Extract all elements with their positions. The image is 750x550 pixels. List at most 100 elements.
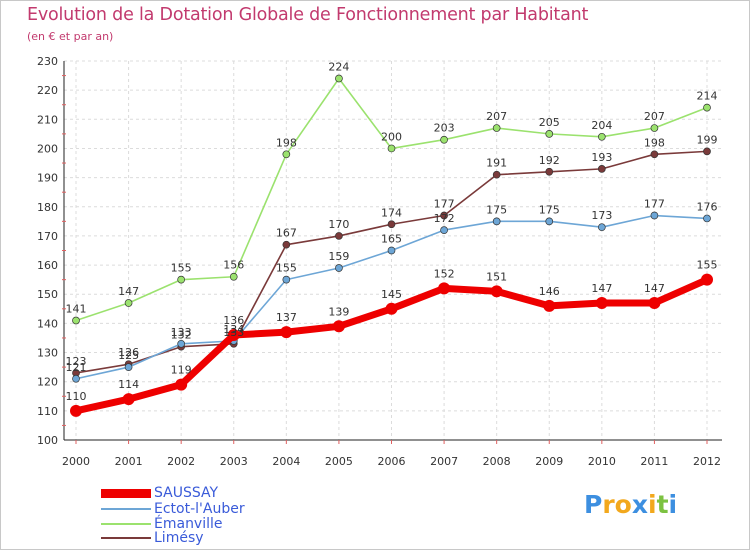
data-point	[545, 130, 554, 138]
data-label: 176	[697, 200, 718, 213]
data-label: 119	[171, 364, 192, 377]
data-point	[492, 124, 501, 132]
data-label: 126	[118, 346, 139, 359]
legend-item-emanville: Émanville	[101, 517, 223, 531]
data-label: 155	[276, 262, 297, 275]
data-point	[177, 339, 186, 348]
data-point	[177, 275, 186, 284]
x-tick-label: 2002	[167, 455, 195, 468]
data-point	[438, 282, 451, 295]
data-label: 203	[434, 122, 455, 135]
data-label: 200	[381, 130, 402, 143]
data-point	[124, 363, 133, 371]
data-point	[492, 170, 501, 179]
data-point	[229, 272, 238, 281]
y-tick-label: 150	[37, 288, 58, 301]
data-point	[124, 299, 133, 307]
y-tick-label: 120	[37, 376, 58, 389]
data-label: 193	[591, 151, 612, 164]
data-label: 167	[276, 227, 297, 240]
data-label: 145	[381, 288, 402, 301]
logo-letter: o	[614, 490, 632, 519]
data-point	[282, 240, 291, 249]
legend-label: Ectot-l'Auber	[154, 501, 245, 517]
data-point	[72, 374, 80, 383]
legend-item-ectot-l-auber: Ectot-l'Auber	[101, 502, 245, 516]
data-point	[650, 150, 659, 159]
data-label: 177	[434, 198, 455, 211]
data-point	[385, 302, 398, 315]
data-point	[595, 296, 608, 309]
data-label: 137	[276, 311, 297, 324]
data-label: 110	[66, 390, 87, 403]
data-point	[282, 275, 291, 284]
data-label: 173	[591, 209, 612, 222]
y-tick-label: 230	[37, 55, 58, 68]
data-label: 151	[486, 270, 507, 283]
y-tick-label: 100	[37, 434, 58, 447]
data-label: 155	[171, 262, 192, 275]
data-point	[648, 296, 661, 309]
chart-title: Evolution de la Dotation Globale de Fonc…	[27, 5, 589, 25]
data-label: 214	[697, 90, 718, 103]
x-tick-label: 2005	[325, 455, 353, 468]
data-label: 139	[328, 305, 349, 318]
data-point	[387, 220, 396, 229]
data-point	[175, 378, 188, 391]
x-tick-label: 2012	[693, 455, 721, 468]
data-point	[492, 217, 501, 226]
y-tick-label: 170	[37, 230, 58, 243]
data-point	[282, 150, 291, 159]
legend-swatch	[101, 488, 151, 498]
data-label: 165	[381, 233, 402, 246]
data-label: 147	[644, 282, 665, 295]
y-tick-label: 180	[37, 201, 58, 214]
data-label: 224	[328, 60, 349, 73]
data-label: 125	[118, 349, 139, 362]
data-label: 177	[644, 198, 665, 211]
data-point	[543, 299, 556, 312]
data-label: 121	[66, 361, 87, 374]
data-label: 170	[328, 218, 349, 231]
logo-letter: i	[648, 490, 657, 519]
y-tick-label: 190	[37, 172, 58, 185]
data-point	[650, 124, 659, 132]
data-point	[387, 246, 396, 255]
logo-letter: P	[584, 490, 603, 519]
logo-letter: t	[656, 490, 669, 519]
x-tick-label: 2008	[483, 455, 511, 468]
data-point	[703, 147, 711, 156]
data-label: 191	[486, 157, 507, 170]
proxiti-logo: Proxiti	[584, 490, 677, 519]
y-tick-label: 210	[37, 113, 58, 126]
data-point	[545, 217, 554, 226]
data-point	[703, 214, 711, 223]
data-label: 156	[223, 259, 244, 272]
chart-subtitle: (en € et par an)	[27, 30, 114, 43]
data-label: 192	[539, 154, 560, 167]
data-label: 205	[539, 116, 560, 129]
legend-label: Émanville	[154, 516, 223, 532]
legend-swatch	[101, 508, 151, 510]
y-tick-label: 200	[37, 142, 58, 155]
data-point	[545, 167, 554, 176]
legend-label: Limésy	[154, 530, 204, 546]
data-label: 198	[644, 136, 665, 149]
data-point	[650, 211, 659, 220]
data-label: 152	[434, 267, 455, 280]
data-label: 175	[486, 203, 507, 216]
data-label: 123	[66, 355, 87, 368]
data-point	[703, 103, 711, 112]
data-label: 133	[171, 326, 192, 339]
data-point	[597, 132, 606, 141]
y-tick-label: 140	[37, 317, 58, 330]
data-label: 172	[434, 212, 455, 225]
data-point	[70, 404, 82, 417]
data-label: 174	[381, 206, 402, 219]
data-point	[72, 316, 80, 325]
data-label: 175	[539, 203, 560, 216]
y-tick-label: 130	[37, 347, 58, 360]
legend-item-limesy: Limésy	[101, 531, 204, 545]
